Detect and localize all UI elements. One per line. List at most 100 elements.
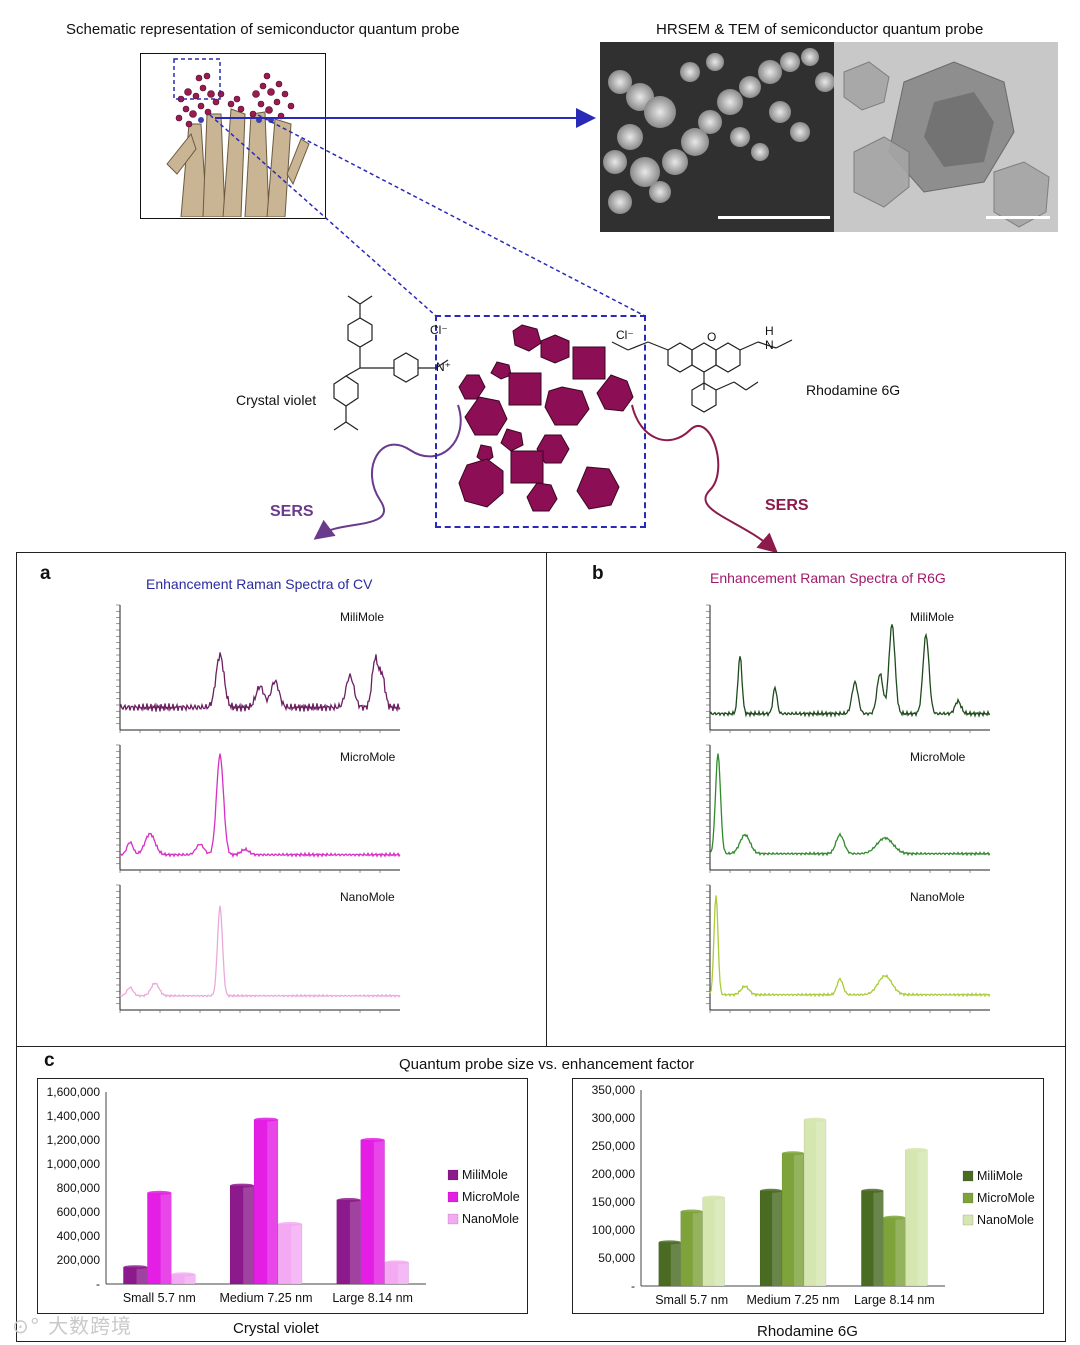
- bar-highlight: [160, 1192, 172, 1284]
- bar-top: [254, 1117, 278, 1122]
- panel-a-title: Enhancement Raman Spectra of CV: [146, 576, 373, 592]
- spectrum-label: MiliMole: [910, 610, 954, 624]
- r6g-o: O: [707, 330, 717, 344]
- schematic-box: [140, 53, 326, 219]
- r6g-chart-xlabel: Rhodamine 6G: [757, 1323, 858, 1340]
- nanoparticle-box: [435, 315, 646, 528]
- bar-highlight: [243, 1185, 254, 1284]
- bar-top: [702, 1195, 725, 1200]
- panel-a-spectra: MiliMole MicroMole NanoMole: [116, 604, 401, 1013]
- legend-swatch: [962, 1192, 974, 1204]
- bar-top: [782, 1151, 804, 1156]
- bar-nanomole: [277, 1223, 303, 1285]
- bar-highlight: [714, 1197, 725, 1286]
- legend-swatch: [447, 1213, 459, 1225]
- spectrum-label: MicroMole: [340, 750, 396, 764]
- legend-label: MiliMole: [462, 1168, 508, 1182]
- r6g-chloride: Cl⁻: [616, 328, 634, 342]
- y-tick-label: 50,000: [598, 1251, 635, 1265]
- bar-highlight: [373, 1140, 385, 1284]
- bar-highlight: [291, 1224, 302, 1284]
- spectrum-nanomole: NanoMole: [116, 884, 401, 1013]
- panel-b-spectra: MiliMole MicroMole NanoMole: [706, 604, 990, 1013]
- y-tick-label: 1,600,000: [47, 1085, 101, 1099]
- x-tick-label: Large 8.14 nm: [854, 1293, 935, 1307]
- bar-top: [230, 1183, 254, 1188]
- bar-top: [360, 1138, 385, 1142]
- y-tick-label: -: [631, 1279, 635, 1293]
- x-tick-label: Small 5.7 nm: [123, 1291, 196, 1305]
- bar-top: [658, 1240, 681, 1245]
- y-tick-label: 100,000: [592, 1223, 636, 1237]
- bar-highlight: [692, 1211, 703, 1286]
- panel-c-letter: c: [44, 1050, 55, 1071]
- bar-top: [680, 1209, 703, 1214]
- bar-highlight: [794, 1153, 804, 1286]
- bar-top: [171, 1272, 196, 1277]
- panel-a-letter: a: [40, 563, 51, 584]
- micrograph-title: HRSEM & TEM of semiconductor quantum pro…: [656, 21, 984, 38]
- y-tick-label: 300,000: [592, 1111, 636, 1125]
- y-tick-label: 1,200,000: [47, 1133, 101, 1147]
- crystal-violet-structure: [333, 295, 449, 431]
- bar-highlight: [267, 1119, 278, 1284]
- bar-highlight: [816, 1119, 826, 1286]
- bar-top: [336, 1198, 361, 1202]
- crystal-violet-label: Crystal violet: [236, 392, 317, 408]
- rhodamine-label: Rhodamine 6G: [806, 382, 901, 398]
- cv-bar-chart: - 200,000 400,000 600,000 800,000 1,000,000 1,…: [47, 1085, 520, 1305]
- bar-highlight: [184, 1274, 196, 1284]
- bar-top: [883, 1215, 906, 1220]
- bar-micromole: [253, 1119, 279, 1285]
- y-tick-label: 250,000: [592, 1139, 636, 1153]
- bar-highlight: [670, 1242, 681, 1286]
- panel-b: [546, 552, 1066, 1047]
- bar-top: [760, 1188, 782, 1193]
- bar-highlight: [895, 1217, 906, 1286]
- sers-label-left: SERS: [270, 503, 314, 520]
- schematic-illustration: [166, 58, 310, 218]
- spectrum-micromole: MicroMole: [116, 744, 401, 873]
- spectrum-milimole: MiliMole: [706, 604, 990, 733]
- r6g-h: H: [765, 324, 774, 338]
- r6g-bar-chart: - 50,000 100,000 150,000 200,000 250,000 300,0…: [592, 1083, 1035, 1307]
- y-tick-label: 200,000: [592, 1167, 636, 1181]
- legend-swatch: [447, 1191, 459, 1203]
- bar-highlight: [397, 1262, 409, 1284]
- legend-swatch: [447, 1169, 459, 1181]
- bar-highlight: [772, 1190, 782, 1286]
- bar-top: [384, 1260, 409, 1265]
- schematic-title: Schematic representation of semiconducto…: [66, 21, 460, 38]
- panel-c-title: Quantum probe size vs. enhancement facto…: [399, 1056, 695, 1073]
- y-tick-label: -: [96, 1277, 100, 1291]
- y-tick-label: 350,000: [592, 1083, 636, 1097]
- x-tick-label: Small 5.7 nm: [655, 1293, 728, 1307]
- legend-swatch: [962, 1170, 974, 1182]
- r6g-chart-box: - 50,000 100,000 150,000 200,000 250,000 300,0…: [572, 1078, 1044, 1314]
- x-tick-label: Medium 7.25 nm: [746, 1293, 839, 1307]
- spectrum-label: MiliMole: [340, 610, 384, 624]
- x-tick-label: Medium 7.25 nm: [219, 1291, 312, 1305]
- y-tick-label: 600,000: [57, 1205, 101, 1219]
- legend-swatch: [962, 1214, 974, 1226]
- panel-c: [16, 1046, 1066, 1342]
- y-tick-label: 150,000: [592, 1195, 636, 1209]
- hrsem-image: [600, 42, 834, 232]
- bar-highlight: [349, 1200, 361, 1284]
- bar-top: [123, 1265, 148, 1270]
- panel-b-letter: b: [592, 563, 604, 584]
- spectrum-milimole: MiliMole: [116, 604, 401, 733]
- bar-micromole: [360, 1139, 385, 1285]
- panel-b-title: Enhancement Raman Spectra of R6G: [710, 570, 946, 586]
- bar-highlight: [136, 1267, 148, 1284]
- cv-chart-box: - 200,000 400,000 600,000 800,000 1,000,000 1,…: [37, 1078, 528, 1314]
- y-tick-label: 1,400,000: [47, 1109, 101, 1123]
- legend-label: MicroMole: [462, 1190, 520, 1204]
- y-tick-label: 400,000: [57, 1229, 101, 1243]
- bar-top: [861, 1188, 884, 1193]
- legend-label: NanoMole: [977, 1213, 1034, 1227]
- bar-top: [147, 1190, 172, 1195]
- y-tick-label: 1,000,000: [47, 1157, 101, 1171]
- spectrum-nanomole: NanoMole: [706, 884, 990, 1013]
- spectrum-micromole: MicroMole: [706, 744, 990, 873]
